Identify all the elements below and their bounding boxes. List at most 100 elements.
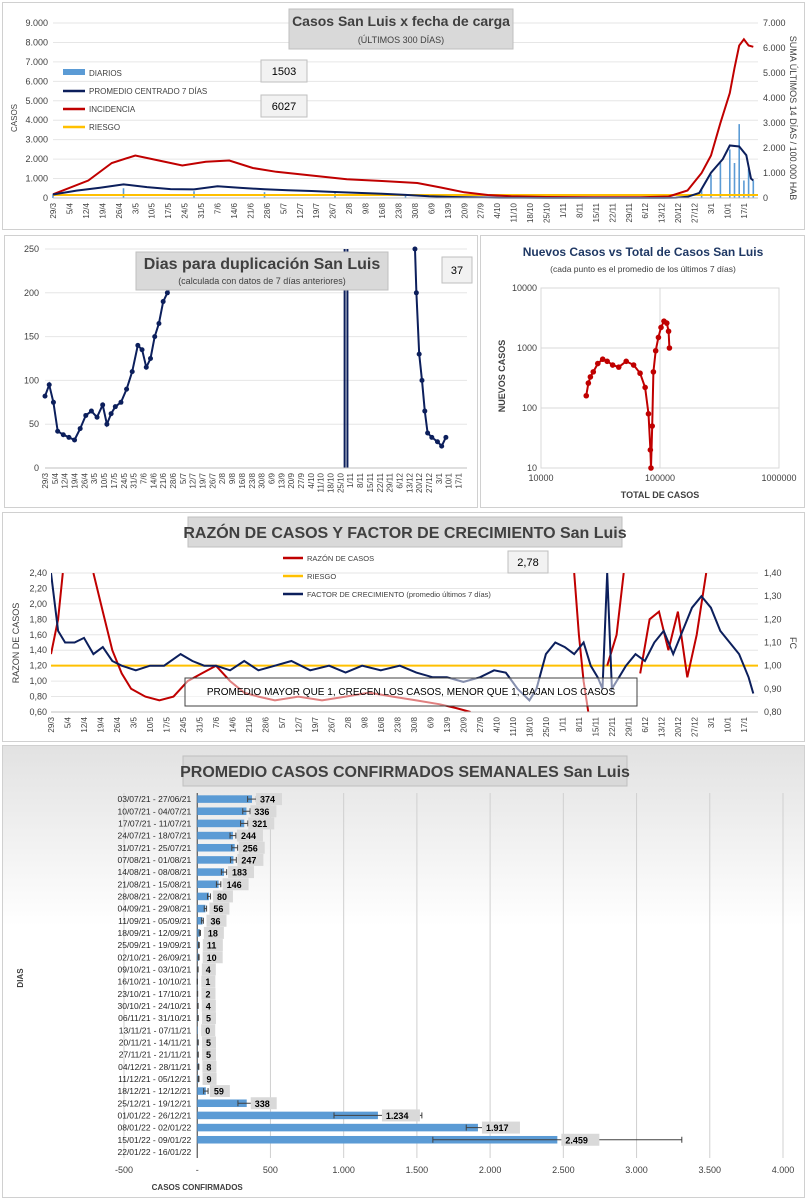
doubling-point xyxy=(422,408,428,414)
x-tick-label: 13/12 xyxy=(657,716,666,737)
data-label: 36 xyxy=(210,916,220,926)
chart3-title: Nuevos Casos vs Total de Casos San Luis xyxy=(523,245,764,259)
x-tick-label: 1.000 xyxy=(332,1165,355,1175)
data-label: 374 xyxy=(260,795,275,805)
weekly-bar xyxy=(197,1026,198,1035)
panel-weekly-average: -500-500 1.000 1.500 2.000 2.500 3.000 3.500 4.… xyxy=(2,745,805,1198)
data-label: 5 xyxy=(206,1038,211,1048)
x-tick-label: 21/6 xyxy=(159,472,168,488)
x-tick-label: 13/9 xyxy=(444,202,453,218)
cases-point xyxy=(658,324,664,331)
x-tick-label: 27/12 xyxy=(425,472,434,493)
x-tick-label: 7/6 xyxy=(139,472,148,484)
x-tick-label: 27/12 xyxy=(691,202,700,223)
doubling-point xyxy=(124,386,130,392)
data-label: 80 xyxy=(217,892,227,902)
y2-tick-label: 5.000 xyxy=(763,68,786,78)
weekly-bar xyxy=(197,892,209,901)
x-tick-label: 7/6 xyxy=(212,716,221,728)
data-label-bg xyxy=(201,1012,216,1025)
annotation-ratio-box xyxy=(507,550,549,574)
cases-point xyxy=(630,362,637,368)
annotation-ratio: 2,78 xyxy=(517,557,538,569)
x-tick-label: 5/4 xyxy=(65,202,74,214)
x-tick-label: 23/8 xyxy=(393,716,402,732)
data-label-bg xyxy=(201,1048,216,1061)
x-tick-label: 29/3 xyxy=(41,472,50,488)
y2-tick-label: 3.000 xyxy=(763,118,786,128)
x-tick-label: 19/4 xyxy=(96,716,105,732)
y-tick-label: 2,20 xyxy=(29,583,47,593)
y2-tick-label: 1,00 xyxy=(764,661,782,671)
x-axis-label: TOTAL DE CASOS xyxy=(621,490,700,500)
x-tick-label: 20/12 xyxy=(674,716,683,737)
annotation-daily-box xyxy=(260,59,308,83)
x-tick-label: 27/9 xyxy=(297,472,306,488)
data-label-bg xyxy=(481,1121,520,1134)
x-tick-label: 2/8 xyxy=(218,472,227,484)
x-tick-label: 6/9 xyxy=(427,202,436,214)
weekly-bar xyxy=(197,795,252,803)
data-label: 5 xyxy=(206,1014,211,1024)
daily-bar xyxy=(710,174,712,198)
y-axis-label: NUEVOS CASOS xyxy=(497,340,507,413)
doubling-line xyxy=(414,248,447,448)
doubling-point xyxy=(429,434,435,440)
doubling-point xyxy=(104,421,110,427)
x-tick-label: 6/9 xyxy=(267,472,276,484)
data-label-bg xyxy=(202,1060,217,1073)
y2-tick-label: 4.000 xyxy=(763,93,786,103)
annotation-daily: 1503 xyxy=(272,66,296,78)
x-tick-label: 10/5 xyxy=(146,716,155,732)
x-tick-label: 9/8 xyxy=(360,716,369,728)
x-tick-label: 17/1 xyxy=(455,472,464,488)
data-label: 0 xyxy=(205,1026,210,1036)
x-tick-label: 19/4 xyxy=(71,472,80,488)
weekly-bar xyxy=(197,1087,206,1095)
chart5-title-box xyxy=(182,755,628,787)
category-label: 11/12/21 - 05/12/21 xyxy=(118,1074,191,1084)
daily-bar xyxy=(743,180,745,198)
x-tick-label: 6/12 xyxy=(641,202,650,218)
x-tick-label: 17/5 xyxy=(162,716,171,732)
category-label: 21/08/21 - 15/08/21 xyxy=(117,879,191,889)
x-tick-label: 10000 xyxy=(528,473,553,483)
chart4-title: RAZÓN DE CASOS Y FACTOR DE CRECIMIENTO S… xyxy=(183,523,626,542)
doubling-point xyxy=(416,351,422,357)
cases-point xyxy=(599,356,606,363)
x-tick-label: 11/10 xyxy=(510,202,519,222)
x-tick-label: 12/4 xyxy=(80,716,89,732)
daily-bar xyxy=(752,180,755,198)
category-label: 20/11/21 - 14/11/21 xyxy=(119,1037,192,1047)
daily-bar xyxy=(719,163,722,198)
y-axis-label: DIAS xyxy=(16,968,25,988)
y-tick-label: 0 xyxy=(34,463,39,473)
x-tick-label: 12/4 xyxy=(61,472,70,488)
x-tick-label: 27/9 xyxy=(477,202,486,218)
data-label-bg xyxy=(209,902,230,915)
y-tick-label: 9.000 xyxy=(25,18,48,28)
y2-tick-label: 7.000 xyxy=(763,18,786,28)
cases-point xyxy=(650,369,657,375)
growth-factor-line xyxy=(51,573,755,702)
chart3-subtitle: (cada punto es el promedio de los último… xyxy=(550,264,736,274)
category-label: 25/09/21 - 19/09/21 xyxy=(117,940,191,950)
category-label: 08/01/22 - 02/01/22 xyxy=(117,1123,191,1133)
avg-line xyxy=(52,144,754,199)
category-label: 04/12/21 - 28/11/21 xyxy=(118,1062,191,1072)
y-tick-label: 1,20 xyxy=(29,661,47,671)
x-tick-label: 5/7 xyxy=(179,472,188,484)
x-tick-label: 19/7 xyxy=(199,472,208,488)
doubling-point xyxy=(156,320,162,326)
y2-tick-label: 6.000 xyxy=(763,43,786,53)
x-tick-label: 20/12 xyxy=(415,472,424,493)
ratio-line xyxy=(639,573,708,678)
data-label-bg xyxy=(202,951,223,964)
x-tick-label: 27/9 xyxy=(476,716,485,732)
x-tick-label: - xyxy=(196,1165,199,1175)
x-tick-label: 29/11 xyxy=(625,202,634,222)
panel-new-vs-total: 10 100 1000 10000 10000 100000 1000000 Nuevos C… xyxy=(480,235,805,508)
chart1-title-box xyxy=(288,8,514,50)
chart-daily-cases: 0 1.000 2.000 3.000 4.000 5.000 6.000 7.000 8.00… xyxy=(10,8,798,223)
x-tick-label: 14/6 xyxy=(228,716,237,732)
